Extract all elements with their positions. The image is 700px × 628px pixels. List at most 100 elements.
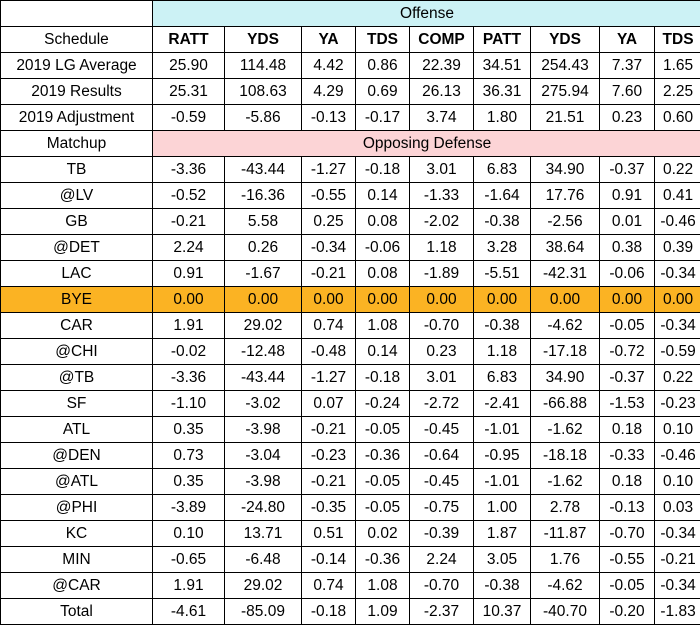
value-cell: 0.18 <box>599 416 655 443</box>
value-cell: 0.00 <box>224 286 302 313</box>
value-cell: 0.23 <box>409 338 474 365</box>
value-cell: -0.23 <box>301 442 356 469</box>
value-cell: 114.48 <box>224 52 302 79</box>
column-header: RATT <box>152 26 225 53</box>
value-cell: -0.55 <box>301 182 356 209</box>
value-cell: 1.18 <box>473 338 531 365</box>
value-cell: 0.69 <box>355 78 410 105</box>
value-cell: -1.64 <box>473 182 531 209</box>
value-cell: -0.14 <box>301 546 356 573</box>
value-cell: 0.00 <box>599 286 655 313</box>
matchup-row: @CAR 1.91 29.02 0.74 1.08 -0.70 -0.38 -4.62 -0.0… <box>0 572 700 599</box>
row-label: SF <box>0 390 153 417</box>
value-cell: -0.18 <box>355 364 410 391</box>
column-header: YDS <box>224 26 302 53</box>
value-cell: -2.37 <box>409 598 474 625</box>
value-cell: -0.34 <box>653 260 700 287</box>
row-label: 2019 Results <box>0 78 153 105</box>
value-cell: 0.74 <box>301 572 356 599</box>
value-cell: 0.00 <box>152 286 225 313</box>
value-cell: -12.48 <box>224 338 302 365</box>
value-cell: 4.42 <box>301 52 356 79</box>
value-cell: -66.88 <box>530 390 600 417</box>
matchup-label: Matchup <box>0 130 153 157</box>
value-cell: 0.14 <box>355 338 410 365</box>
value-cell: 29.02 <box>224 312 302 339</box>
value-cell: -0.70 <box>409 572 474 599</box>
column-header: PATT <box>473 26 531 53</box>
value-cell: -0.34 <box>653 312 700 339</box>
value-cell: 0.00 <box>653 286 700 313</box>
value-cell: -4.61 <box>152 598 225 625</box>
value-cell: -6.48 <box>224 546 302 573</box>
value-cell: 17.76 <box>530 182 600 209</box>
value-cell: 0.91 <box>152 260 225 287</box>
value-cell: -0.18 <box>301 598 356 625</box>
offense-band-row: Offense <box>0 0 700 27</box>
row-label: 2019 Adjustment <box>0 104 153 131</box>
row-label: Total <box>0 598 153 625</box>
value-cell: -4.62 <box>530 572 600 599</box>
value-cell: -0.21 <box>301 260 356 287</box>
value-cell: 1.80 <box>473 104 531 131</box>
value-cell: -1.27 <box>301 156 356 183</box>
value-cell: 0.22 <box>653 364 700 391</box>
corner-cell <box>0 0 153 27</box>
matchup-row: @DEN 0.73 -3.04 -0.23 -0.36 -0.64 -0.95 -18.18-… <box>0 442 700 469</box>
matchup-row: ATL 0.35 -3.98 -0.21 -0.05 -0.45 -1.01 -1.62 0.1… <box>0 416 700 443</box>
value-cell: 5.58 <box>224 208 302 235</box>
value-cell: -0.95 <box>473 442 531 469</box>
defense-band-row: Matchup Opposing Defense <box>0 130 700 157</box>
value-cell: 1.87 <box>473 520 531 547</box>
value-cell: 0.26 <box>224 234 302 261</box>
value-cell: -18.18 <box>530 442 600 469</box>
opposing-defense-band: Opposing Defense <box>151 130 700 157</box>
value-cell: 0.00 <box>301 286 356 313</box>
value-cell: 0.51 <box>301 520 356 547</box>
value-cell: 0.74 <box>301 312 356 339</box>
value-cell: 0.02 <box>355 520 410 547</box>
value-cell: 0.08 <box>355 208 410 235</box>
row-label: @CHI <box>0 338 153 365</box>
value-cell: -0.05 <box>355 494 410 521</box>
value-cell: 0.01 <box>599 208 655 235</box>
value-cell: 6.83 <box>473 364 531 391</box>
value-cell: 0.14 <box>355 182 410 209</box>
value-cell: -0.06 <box>355 234 410 261</box>
value-cell: -4.62 <box>530 312 600 339</box>
value-cell: -1.27 <box>301 364 356 391</box>
value-cell: -1.89 <box>409 260 474 287</box>
value-cell: -0.36 <box>355 442 410 469</box>
row-label: CAR <box>0 312 153 339</box>
value-cell: -0.21 <box>152 208 225 235</box>
value-cell: -0.37 <box>599 156 655 183</box>
schedule-label: Schedule <box>0 26 153 53</box>
value-cell: -0.70 <box>599 520 655 547</box>
value-cell: -0.39 <box>409 520 474 547</box>
value-cell: 0.10 <box>152 520 225 547</box>
value-cell: -3.98 <box>224 468 302 495</box>
value-cell: 6.83 <box>473 156 531 183</box>
value-cell: -0.52 <box>152 182 225 209</box>
value-cell: -0.24 <box>355 390 410 417</box>
matchup-row: LAC 0.91 -1.67 -0.21 0.08 -1.89 -5.51 -42.31 -0.… <box>0 260 700 287</box>
value-cell: -3.02 <box>224 390 302 417</box>
matchup-row: @CHI -0.02 -12.48 -0.48 0.14 0.23 1.18 -17.18 -0… <box>0 338 700 365</box>
matchup-row: @ATL 0.35 -3.98 -0.21 -0.05 -0.45 -1.01 -1.62 0.… <box>0 468 700 495</box>
value-cell: -0.55 <box>599 546 655 573</box>
total-row: Total -4.61 -85.09 -0.18 1.09 -2.37 10.37 -40.7… <box>0 598 700 625</box>
row-label: KC <box>0 520 153 547</box>
value-cell: -5.86 <box>224 104 302 131</box>
value-cell: 34.90 <box>530 364 600 391</box>
column-header: COMP <box>409 26 474 53</box>
value-cell: -0.59 <box>653 338 700 365</box>
value-cell: 29.02 <box>224 572 302 599</box>
value-cell: -0.46 <box>653 442 700 469</box>
value-cell: -0.35 <box>301 494 356 521</box>
matchup-row: @PHI -3.89 -24.80 -0.35 -0.05 -0.75 1.00 2.78 -0… <box>0 494 700 521</box>
value-cell: 36.31 <box>473 78 531 105</box>
value-cell: 26.13 <box>409 78 474 105</box>
value-cell: 0.60 <box>653 104 700 131</box>
